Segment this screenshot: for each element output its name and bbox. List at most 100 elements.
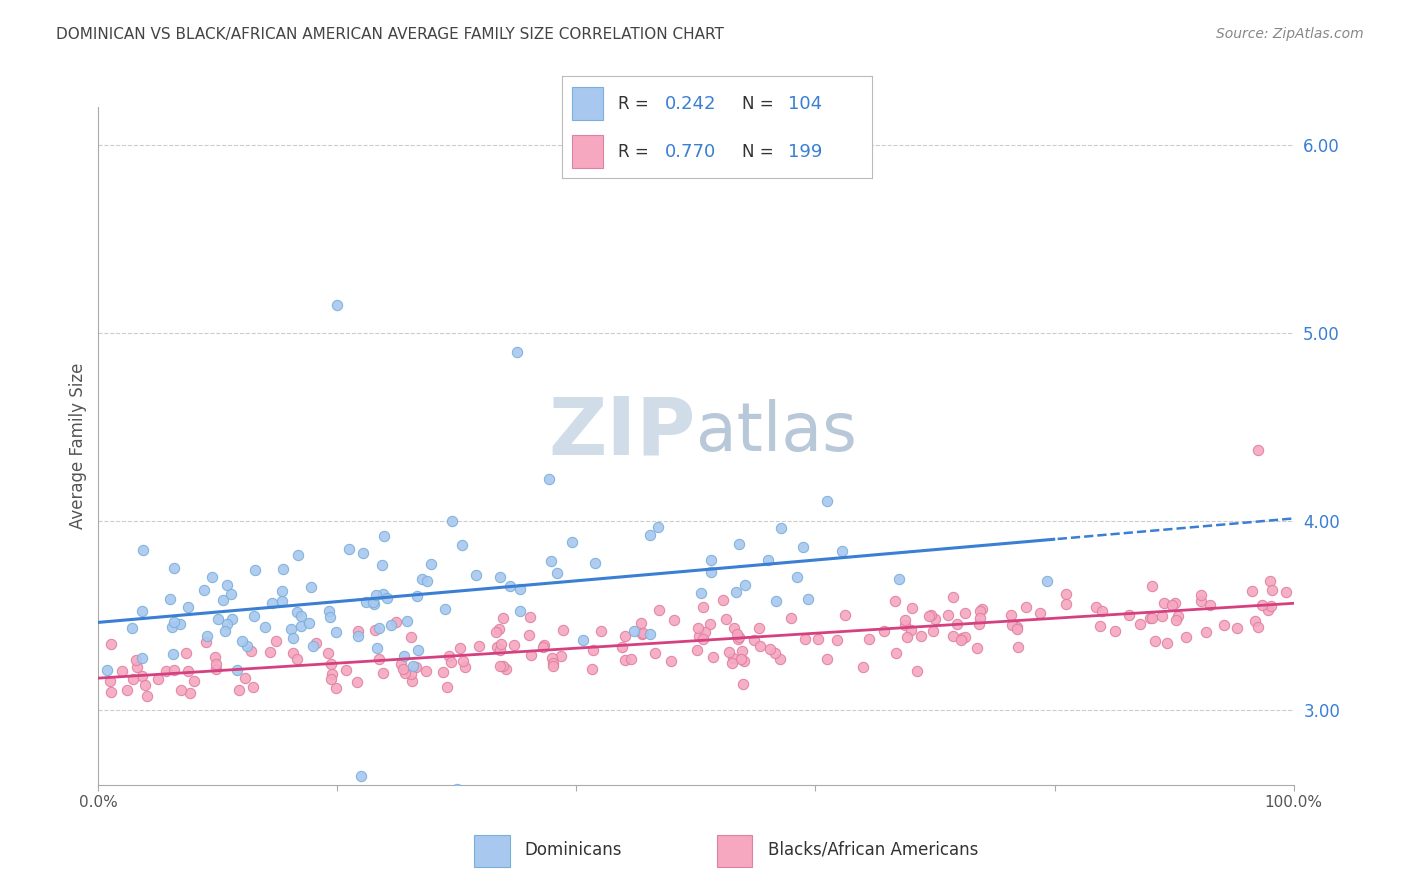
Point (163, 663, 186, 677)
Point (700, 552, 723, 566)
Point (922, 624, 945, 638)
Point (1153, 596, 1175, 610)
Point (531, 640, 554, 655)
FancyBboxPatch shape (474, 835, 509, 867)
Point (146, 672, 169, 686)
Point (290, 619, 312, 633)
Point (1167, 608, 1189, 623)
Point (321, 666, 343, 681)
Point (240, 644, 263, 658)
Point (441, 514, 464, 528)
Point (179, 686, 201, 700)
Point (688, 629, 710, 643)
Point (468, 639, 491, 653)
Point (509, 582, 531, 596)
Point (195, 634, 218, 648)
Point (489, 637, 512, 651)
Point (285, 605, 308, 619)
Point (392, 648, 415, 663)
Point (884, 647, 907, 661)
Point (394, 665, 416, 680)
Text: ZIP: ZIP (548, 393, 696, 472)
Point (453, 654, 475, 668)
Point (207, 612, 229, 626)
Point (1260, 599, 1282, 613)
Point (131, 668, 153, 682)
Point (793, 632, 815, 646)
Point (325, 625, 347, 640)
Point (924, 612, 946, 626)
Point (131, 651, 153, 665)
Point (969, 604, 991, 618)
Point (401, 673, 423, 688)
Point (131, 604, 153, 618)
Point (155, 665, 177, 679)
Point (364, 588, 387, 602)
Point (271, 593, 294, 607)
Point (953, 630, 976, 644)
Text: N =: N = (742, 95, 779, 112)
FancyBboxPatch shape (572, 87, 603, 120)
Point (748, 621, 770, 635)
Point (134, 677, 156, 691)
Point (967, 616, 990, 631)
Point (519, 648, 541, 662)
Point (797, 592, 820, 607)
Point (492, 611, 515, 625)
Point (969, 611, 991, 625)
Point (550, 649, 572, 664)
Point (509, 604, 531, 618)
Point (815, 652, 838, 666)
Point (489, 643, 512, 657)
Point (638, 527, 661, 541)
Point (174, 647, 197, 661)
Text: DOMINICAN VS BLACK/AFRICAN AMERICAN AVERAGE FAMILY SIZE CORRELATION CHART: DOMINICAN VS BLACK/AFRICAN AMERICAN AVER… (56, 27, 724, 42)
Point (540, 554, 562, 568)
Point (763, 646, 786, 660)
Point (613, 653, 636, 667)
Point (827, 633, 849, 648)
Point (728, 630, 751, 644)
Point (695, 625, 717, 640)
Point (730, 652, 752, 666)
Point (115, 683, 138, 698)
FancyBboxPatch shape (717, 835, 752, 867)
Point (723, 621, 745, 635)
Point (858, 632, 880, 646)
Point (640, 626, 662, 640)
Point (236, 640, 259, 654)
Point (807, 632, 830, 647)
Text: 104: 104 (789, 95, 823, 112)
Point (489, 658, 512, 673)
Point (485, 625, 508, 640)
Point (1085, 599, 1108, 614)
Point (215, 617, 238, 632)
Point (893, 618, 915, 632)
Point (434, 601, 457, 615)
Point (1191, 594, 1213, 608)
Point (169, 616, 191, 631)
Point (647, 519, 669, 533)
Point (503, 638, 526, 652)
Point (325, 681, 347, 695)
Point (900, 600, 922, 615)
Point (385, 615, 408, 630)
Point (1139, 610, 1161, 624)
Point (271, 562, 294, 576)
Point (537, 472, 560, 486)
Point (725, 626, 748, 640)
Text: atlas: atlas (696, 400, 856, 466)
Point (541, 650, 564, 665)
Point (176, 664, 198, 678)
Point (364, 623, 387, 637)
Point (893, 613, 915, 627)
Point (228, 683, 250, 698)
Point (1246, 442, 1268, 457)
Point (730, 644, 752, 658)
Point (1241, 583, 1264, 598)
Point (169, 682, 191, 697)
Point (281, 646, 304, 660)
Point (685, 643, 707, 657)
Point (873, 624, 896, 638)
Point (1199, 599, 1222, 613)
